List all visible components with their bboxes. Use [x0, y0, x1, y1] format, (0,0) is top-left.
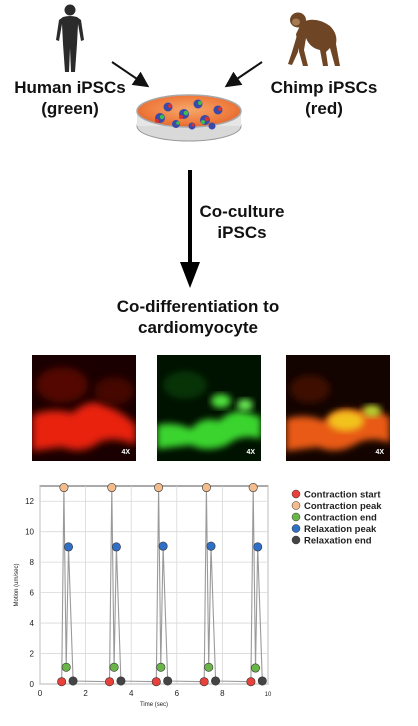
- point-contraction-start: [105, 677, 115, 687]
- coculture-arrow: [180, 170, 200, 288]
- point-contraction-start: [57, 677, 67, 687]
- green-channel-image: 4X: [157, 355, 261, 461]
- point-relaxation-peak: [206, 541, 216, 551]
- motion-chart: 0 2 4 6 8 10 12 0 2 4 6 8 10 Time (sec) Motion (um/sec…: [14, 483, 382, 708]
- legend-label-contraction-peak: Contraction peak: [304, 501, 382, 512]
- y-tick-label: 6: [30, 589, 35, 598]
- x-axis-label: Time (sec): [140, 702, 168, 708]
- point-contraction-end: [61, 662, 71, 672]
- point-relaxation-end: [116, 676, 126, 686]
- magnification-label: 4X: [246, 449, 255, 456]
- point-relaxation-peak: [64, 542, 74, 552]
- legend-label-relaxation-peak: Relaxation peak: [304, 524, 377, 535]
- point-contraction-end: [204, 662, 214, 672]
- magnification-label: 4X: [375, 449, 384, 456]
- point-relaxation-end: [211, 676, 221, 686]
- point-contraction-end: [109, 662, 119, 672]
- arrow-chimp-to-dish: [224, 61, 263, 88]
- x-tick-label: 10: [265, 692, 272, 698]
- y-axis-label: Motion (um/sec): [14, 563, 20, 606]
- magnification-label: 4X: [121, 449, 130, 456]
- point-contraction-end: [250, 663, 260, 673]
- cell-clusters: [155, 99, 223, 130]
- y-tick-label: 4: [30, 619, 35, 628]
- x-tick-label: 4: [129, 689, 134, 698]
- coculture-label: Co-culture iPSCs: [199, 202, 285, 242]
- point-contraction-peak: [248, 483, 258, 493]
- top-diagram: [111, 61, 263, 142]
- legend-marker-contraction-peak: [291, 501, 301, 510]
- point-contraction-peak: [201, 483, 211, 493]
- x-tick-label: 0: [38, 689, 43, 698]
- human-icon: [56, 4, 84, 72]
- chimp-icon: [288, 12, 340, 66]
- point-contraction-start: [151, 677, 161, 687]
- legend-marker-relaxation-end: [291, 535, 301, 545]
- point-contraction-peak: [154, 483, 164, 493]
- x-tick-label: 8: [220, 689, 225, 698]
- legend-label-contraction-start: Contraction start: [304, 490, 381, 501]
- red-channel-image: 4X: [32, 355, 136, 461]
- human-ipsc-label: Human iPSCs (green): [14, 78, 126, 118]
- point-relaxation-peak: [253, 542, 263, 552]
- y-tick-label: 12: [25, 497, 34, 506]
- legend-marker-contraction-end: [291, 512, 301, 522]
- petri-dish: [136, 94, 242, 142]
- point-relaxation-peak: [111, 542, 121, 552]
- y-tick-label: 0: [30, 680, 35, 689]
- chimp-ipsc-label: Chimp iPSCs (red): [270, 78, 378, 118]
- point-relaxation-end: [257, 676, 267, 686]
- point-relaxation-peak: [158, 541, 168, 551]
- legend-marker-relaxation-peak: [291, 524, 301, 533]
- point-contraction-peak: [107, 483, 117, 493]
- plot-area: [39, 485, 269, 685]
- y-tick-label: 10: [25, 528, 34, 537]
- x-tick-label: 6: [175, 689, 180, 698]
- y-tick-label: 8: [30, 558, 35, 567]
- point-contraction-start: [246, 677, 256, 687]
- x-tick-label: 2: [83, 689, 88, 698]
- merge-channel-image: 4X: [286, 355, 390, 461]
- point-relaxation-end: [68, 676, 78, 686]
- y-tick-label: 2: [30, 650, 35, 659]
- point-relaxation-end: [163, 676, 173, 686]
- point-contraction-start: [199, 677, 209, 687]
- point-contraction-end: [156, 662, 166, 672]
- legend-label-relaxation-end: Relaxation end: [304, 536, 372, 547]
- legend-marker-contraction-start: [291, 489, 301, 499]
- point-contraction-peak: [59, 483, 69, 493]
- codifferentiation-label: Co-differentiation to cardiomyocyte: [116, 297, 280, 337]
- arrow-human-to-dish: [111, 61, 150, 88]
- legend-label-contraction-end: Contraction end: [304, 513, 377, 524]
